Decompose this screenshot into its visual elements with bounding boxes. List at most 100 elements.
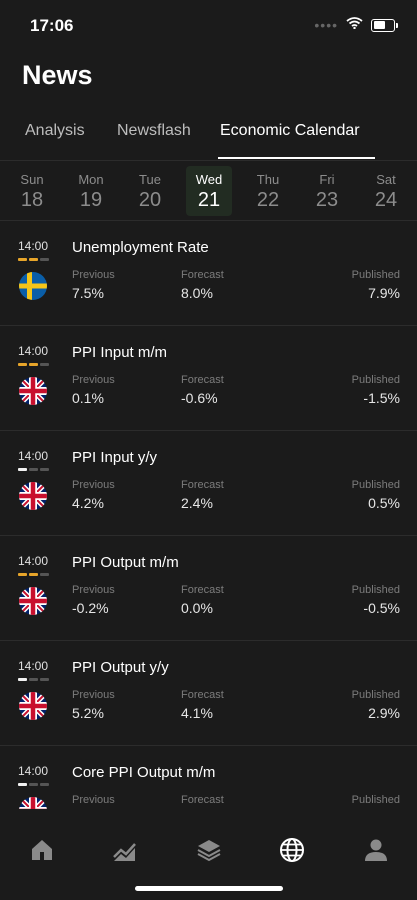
published-label: Published — [351, 479, 400, 491]
event-time: 14:00 — [18, 239, 49, 253]
status-time: 17:06 — [30, 16, 74, 35]
user-icon[interactable] — [363, 837, 389, 863]
importance-indicator — [18, 363, 49, 366]
day-name: Mon — [78, 172, 104, 187]
forecast-value: 0.0% — [181, 600, 213, 616]
published-value: 0.5% — [368, 495, 400, 511]
day-date: 19 — [79, 189, 103, 211]
uk-flag-icon — [19, 797, 47, 809]
published-label: Published — [351, 794, 400, 806]
event-row[interactable]: 14:00 Unemployment Rate Previous Forecas… — [0, 221, 417, 326]
event-row[interactable]: 14:00 PPI Input m/m Previous Forecast Pu… — [0, 326, 417, 431]
forecast-value: 4.1% — [181, 705, 213, 721]
event-time: 14:00 — [18, 764, 49, 778]
event-name: PPI Input m/m — [72, 344, 168, 361]
day-date: 21 — [197, 189, 221, 211]
event-time: 14:00 — [18, 554, 49, 568]
previous-label: Previous — [72, 689, 115, 701]
previous-value: 4.2% — [72, 495, 104, 511]
economic-events-list: 14:00 Unemployment Rate Previous Forecas… — [0, 221, 417, 809]
event-row[interactable]: 14:00 PPI Output m/m Previous Forecast P… — [0, 536, 417, 641]
event-row[interactable]: 14:00 PPI Output y/y Previous Forecast P… — [0, 641, 417, 746]
importance-indicator — [18, 468, 49, 471]
day-fri-23[interactable]: Fri 23 — [304, 166, 350, 216]
globe-icon[interactable] — [279, 837, 305, 863]
day-sun-18[interactable]: Sun 18 — [9, 166, 55, 216]
day-name: Sat — [376, 172, 396, 187]
day-date: 23 — [315, 189, 339, 211]
day-thu-22[interactable]: Thu 22 — [245, 166, 291, 216]
day-date: 24 — [374, 189, 398, 211]
published-value: -1.5% — [363, 390, 400, 406]
active-tab-indicator — [218, 157, 375, 159]
forecast-label: Forecast — [181, 584, 224, 596]
forecast-value: 8.0% — [181, 285, 213, 301]
day-sat-24[interactable]: Sat 24 — [363, 166, 409, 216]
previous-value: -0.2% — [72, 600, 109, 616]
forecast-label: Forecast — [181, 479, 224, 491]
home-icon[interactable] — [29, 837, 55, 863]
event-row[interactable]: 14:00 PPI Input y/y Previous Forecast Pu… — [0, 431, 417, 536]
importance-indicator — [18, 783, 49, 786]
day-wed-21[interactable]: Wed 21 — [186, 166, 232, 216]
previous-label: Previous — [72, 374, 115, 386]
day-mon-19[interactable]: Mon 19 — [68, 166, 114, 216]
wifi-icon — [346, 16, 363, 34]
status-bar: 17:06 •••• — [0, 0, 417, 52]
day-date: 20 — [138, 189, 162, 211]
day-name: Wed — [195, 172, 223, 187]
uk-flag-icon — [19, 692, 47, 720]
home-indicator — [135, 886, 283, 891]
week-day-picker: Sun 18 Mon 19 Tue 20 Wed 21 Thu 22 Fri 2… — [0, 160, 417, 221]
day-name: Sun — [20, 172, 44, 187]
previous-label: Previous — [72, 479, 115, 491]
uk-flag-icon — [19, 587, 47, 615]
published-value: -0.5% — [363, 600, 400, 616]
bottom-navigation — [0, 809, 417, 900]
event-time: 14:00 — [18, 344, 49, 358]
previous-value: 7.5% — [72, 285, 104, 301]
published-label: Published — [351, 269, 400, 281]
event-name: Core PPI Output m/m — [72, 764, 216, 781]
event-name: PPI Input y/y — [72, 449, 158, 466]
importance-indicator — [18, 258, 49, 261]
published-label: Published — [351, 689, 400, 701]
previous-label: Previous — [72, 269, 115, 281]
event-name: PPI Output y/y — [72, 659, 169, 676]
uk-flag-icon — [19, 482, 47, 510]
tab-newsflash[interactable]: Newsflash — [117, 122, 191, 139]
previous-label: Previous — [72, 794, 115, 806]
page-title: News — [22, 60, 93, 90]
day-date: 18 — [20, 189, 44, 211]
tab-economic-calendar[interactable]: Economic Calendar — [220, 122, 360, 139]
uk-flag-icon — [19, 377, 47, 405]
previous-value: 0.1% — [72, 390, 104, 406]
day-tue-20[interactable]: Tue 20 — [127, 166, 173, 216]
forecast-label: Forecast — [181, 689, 224, 701]
previous-value: 5.2% — [72, 705, 104, 721]
event-time: 14:00 — [18, 659, 49, 673]
day-name: Fri — [319, 172, 335, 187]
day-name: Tue — [139, 172, 161, 187]
published-value: 2.9% — [368, 705, 400, 721]
previous-label: Previous — [72, 584, 115, 596]
tab-analysis[interactable]: Analysis — [25, 122, 85, 139]
forecast-value: 2.4% — [181, 495, 213, 511]
importance-indicator — [18, 678, 49, 681]
published-label: Published — [351, 374, 400, 386]
published-value: 7.9% — [368, 285, 400, 301]
published-label: Published — [351, 584, 400, 596]
event-time: 14:00 — [18, 449, 49, 463]
sweden-flag-icon — [19, 272, 47, 300]
forecast-label: Forecast — [181, 794, 224, 806]
status-icons: •••• — [314, 16, 398, 34]
forecast-value: -0.6% — [181, 390, 218, 406]
forecast-label: Forecast — [181, 269, 224, 281]
event-row[interactable]: 14:00 Core PPI Output m/m Previous Forec… — [0, 746, 417, 809]
event-name: Unemployment Rate — [72, 239, 209, 256]
day-date: 22 — [256, 189, 280, 211]
signal-dots-icon: •••• — [314, 17, 338, 33]
chart-trend-icon[interactable] — [112, 837, 138, 863]
forecast-label: Forecast — [181, 374, 224, 386]
layers-icon[interactable] — [196, 837, 222, 863]
